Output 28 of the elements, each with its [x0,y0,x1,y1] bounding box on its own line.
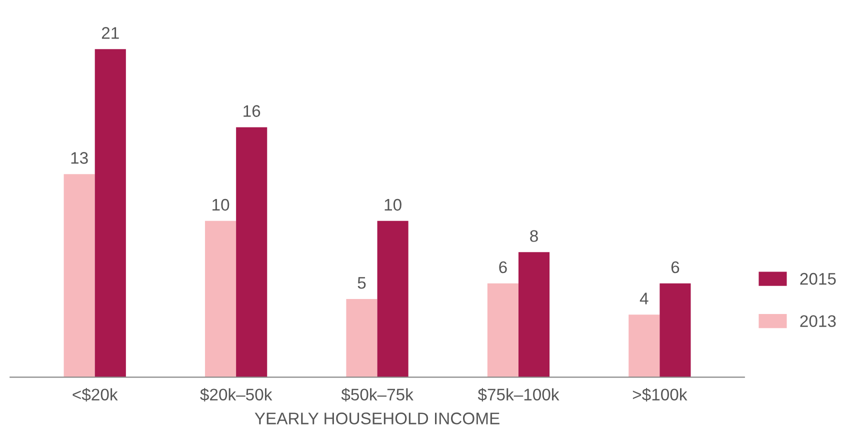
x-tick-label: $75k–100k [478,388,560,402]
data-label: 6 [499,261,507,274]
bar [487,283,518,378]
bar [204,220,236,378]
bar [346,299,378,378]
data-label: 16 [244,105,260,117]
legend-label: 2013 [800,315,836,328]
x-tick-label: $50k–75k [341,388,414,402]
x-axis-title: YEARLY HOUSEHOLD INCOME [254,412,500,424]
data-label: 10 [212,198,230,211]
data-label: 8 [530,230,538,242]
bar [660,283,691,378]
data-label: 10 [384,198,402,211]
data-label: 4 [640,292,648,304]
x-tick-label: >$100k [632,388,688,402]
bar [64,174,95,378]
data-label: 5 [358,277,366,289]
x-tick-label: $20k–50k [200,388,272,402]
bar [377,220,408,378]
data-label: 13 [71,152,88,164]
data-label: 21 [102,27,119,39]
bar [236,127,268,378]
bar [628,314,660,378]
bar [94,49,126,378]
legend-label: 2015 [800,272,836,285]
data-label: 6 [671,261,680,274]
bar [518,252,550,378]
x-tick-label: <$20k [72,388,118,402]
